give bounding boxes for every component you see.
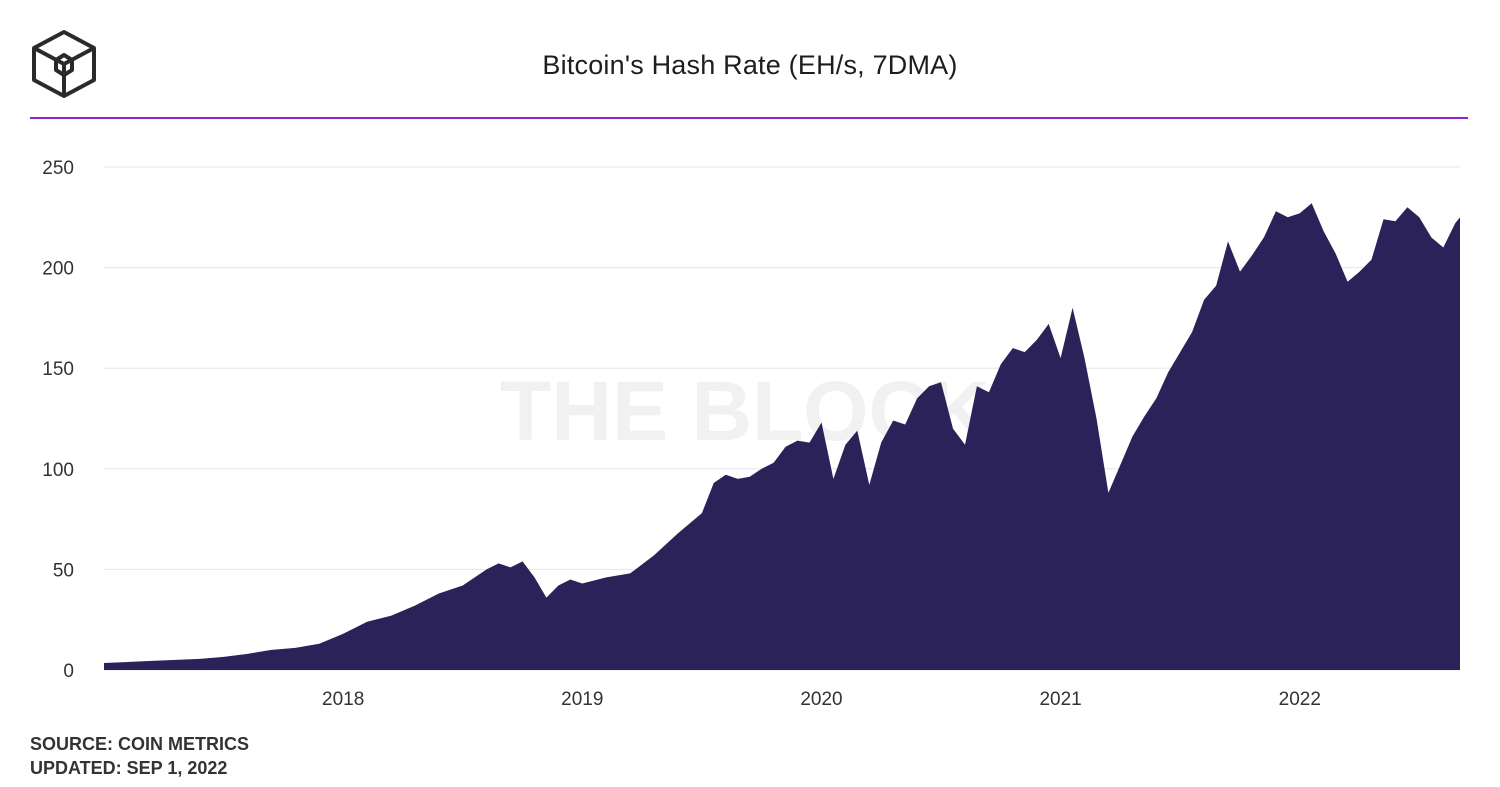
y-tick-label: 150: [42, 359, 74, 380]
x-tick-label: 2018: [322, 689, 364, 710]
x-axis-ticks: 2018 2019 2020 2021 2022: [322, 689, 1321, 710]
x-tick-label: 2020: [800, 689, 842, 710]
chart-header: Bitcoin's Hash Rate (EH/s, 7DMA): [0, 0, 1500, 120]
updated-note: UPDATED: SEP 1, 2022: [30, 758, 228, 778]
chart-title: Bitcoin's Hash Rate (EH/s, 7DMA): [542, 50, 958, 80]
source-note: SOURCE: COIN METRICS: [30, 734, 250, 754]
chart-footer: SOURCE: COIN METRICS UPDATED: SEP 1, 202…: [30, 732, 249, 780]
title-divider: [30, 117, 1468, 119]
x-tick-label: 2022: [1279, 689, 1321, 710]
y-tick-label: 200: [42, 259, 74, 280]
y-axis-ticks: 0 50 100 150 200 250: [42, 158, 74, 682]
cube-logo-icon: [32, 30, 96, 98]
x-tick-label: 2019: [561, 689, 603, 710]
y-tick-label: 250: [42, 158, 74, 179]
y-tick-label: 100: [42, 460, 74, 481]
hash-rate-area: [104, 203, 1460, 670]
y-tick-label: 50: [53, 560, 74, 581]
x-tick-label: 2021: [1039, 689, 1081, 710]
y-tick-label: 0: [63, 661, 74, 682]
